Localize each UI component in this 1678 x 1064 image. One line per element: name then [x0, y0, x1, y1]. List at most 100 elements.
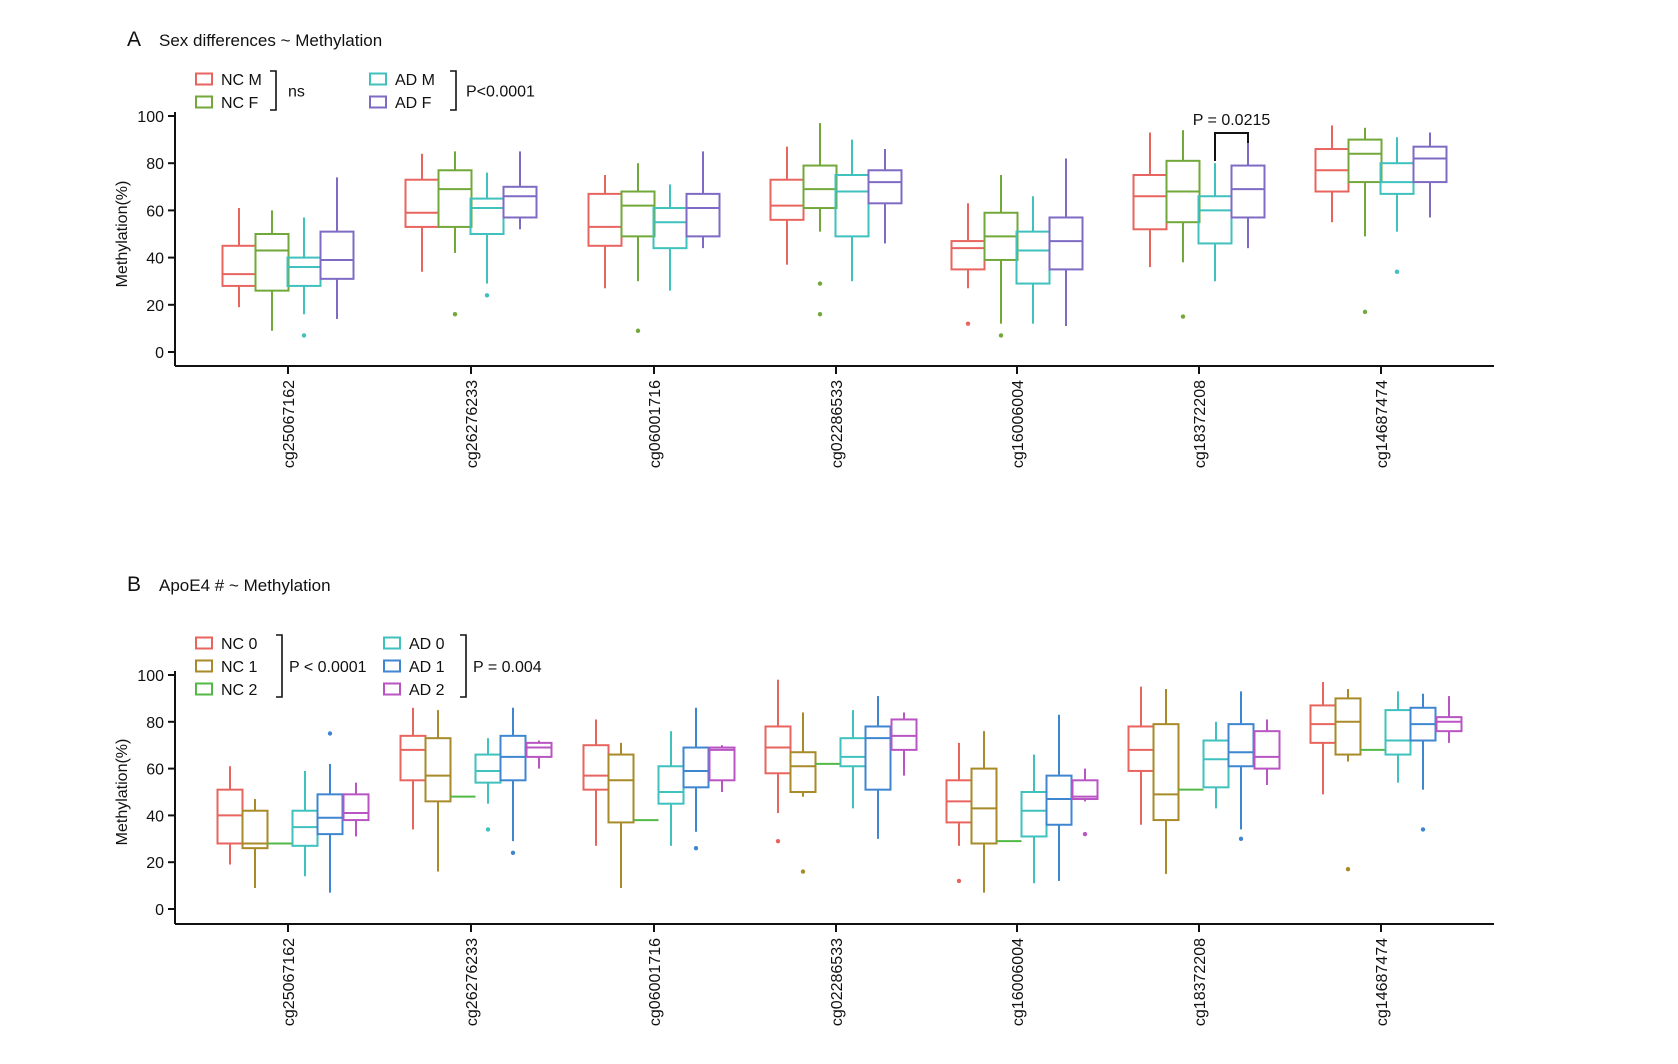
- box-nc-0-cg02286533: [764, 679, 792, 844]
- legend-label: NC M: [221, 72, 262, 89]
- box-ad-2-cg16006004: [1071, 768, 1099, 837]
- box-body: [1384, 709, 1412, 756]
- box-body: [1379, 162, 1415, 195]
- legend-label: AD 1: [409, 659, 445, 676]
- significance-label: P = 0.0215: [1193, 112, 1271, 129]
- box-nc-1-cg26276233: [424, 710, 452, 872]
- box-body: [607, 753, 635, 824]
- box-body: [437, 169, 473, 228]
- box-body: [241, 809, 269, 850]
- box-body: [1227, 723, 1255, 768]
- box-body: [474, 753, 502, 784]
- box-nc-1-cg02286533: [789, 712, 817, 874]
- y-axis-label: Methylation(%): [114, 739, 131, 846]
- outlier-point: [327, 731, 333, 736]
- box-ad-f-cg06001716: [685, 151, 721, 249]
- y-tick-label: 20: [146, 298, 164, 315]
- x-tick-label: cg14687474: [1374, 380, 1391, 468]
- legend-stat-label: P = 0.004: [473, 659, 542, 676]
- box-body: [864, 725, 892, 791]
- legend-swatch: [195, 72, 213, 86]
- box-body: [682, 746, 710, 789]
- x-tick-label: cg18372208: [1192, 938, 1209, 1026]
- box-nc-m-cg02286533: [769, 146, 805, 265]
- box-body: [216, 788, 244, 845]
- y-tick-label: 0: [155, 902, 164, 919]
- box-nc-0-cg18372208: [1127, 686, 1155, 825]
- box-body: [1230, 164, 1266, 219]
- panel-a-title: Sex differences ~ Methylation: [159, 31, 382, 50]
- panel-a-letter: A: [127, 28, 141, 51]
- outlier-point: [484, 293, 490, 298]
- box-body: [802, 164, 838, 210]
- box-ad-1-cg02286533: [864, 696, 892, 839]
- box-ad-m-cg02286533: [834, 139, 870, 282]
- y-tick-label: 80: [146, 715, 164, 732]
- outlier-point: [1394, 269, 1400, 274]
- y-axis-label: Methylation(%): [114, 181, 131, 288]
- panel-a-chart: 0 20 40 60 80 100 Methylation(%) cg25067162 cg26…: [114, 70, 1494, 468]
- y-tick-label: 20: [146, 855, 164, 872]
- significance-bracket: [1214, 132, 1249, 161]
- box-body: [620, 190, 656, 238]
- box-body: [657, 765, 685, 805]
- box-nc-m-cg14687474: [1314, 125, 1350, 223]
- box-ad-1-cg18372208: [1227, 691, 1255, 841]
- y-tick-label: 40: [146, 251, 164, 268]
- box-body: [319, 230, 355, 280]
- legend-swatch: [369, 95, 387, 109]
- x-tick-label: cg18372208: [1192, 380, 1209, 468]
- legend-label: AD 0: [409, 636, 445, 653]
- outlier-point: [452, 312, 458, 317]
- box-ad-1-cg06001716: [682, 707, 710, 851]
- box-body: [1347, 138, 1383, 184]
- outlier-point: [1180, 314, 1186, 319]
- x-tick-label: cg06001716: [647, 380, 664, 468]
- y-tick-label: 80: [146, 156, 164, 173]
- outlier-point: [817, 312, 823, 317]
- box-ad-f-cg18372208: [1230, 134, 1266, 249]
- box-ad-f-cg02286533: [867, 149, 903, 244]
- box-body: [1015, 230, 1051, 285]
- legend-label: AD F: [395, 95, 432, 112]
- outlier-point: [956, 878, 962, 884]
- box-nc-0-cg14687474: [1309, 682, 1337, 795]
- outlier-point: [1420, 827, 1426, 832]
- legend-bracket: [450, 70, 457, 111]
- box-ad-m-cg18372208: [1197, 163, 1233, 282]
- box-ad-f-cg25067162: [319, 177, 355, 319]
- box-body: [1202, 739, 1230, 789]
- outlier-point: [965, 321, 971, 326]
- legend-swatch: [383, 636, 401, 650]
- box-ad-1-cg16006004: [1045, 714, 1073, 881]
- box-ad-m-cg26276233: [469, 172, 505, 298]
- box-body: [582, 744, 610, 791]
- box-nc-m-cg06001716: [587, 175, 623, 289]
- box-ad-m-cg06001716: [652, 184, 688, 291]
- outlier-point: [800, 869, 806, 874]
- x-tick-label: cg26276233: [464, 938, 481, 1026]
- box-body: [950, 240, 986, 271]
- panel-b-title: ApoE4 # ~ Methylation: [159, 576, 331, 595]
- box-nc-m-cg25067162: [221, 208, 257, 308]
- outlier-point: [693, 845, 699, 851]
- box-body: [1045, 774, 1073, 826]
- legend-swatch: [383, 682, 401, 696]
- box-body: [1197, 195, 1233, 245]
- box-nc-1-cg16006004: [970, 731, 998, 893]
- box-body: [316, 793, 344, 836]
- box-body: [1334, 697, 1362, 756]
- box-nc-f-cg02286533: [802, 123, 838, 317]
- outlier-point: [1345, 867, 1351, 872]
- box-ad-1-cg14687474: [1409, 693, 1437, 832]
- box-body: [764, 725, 792, 775]
- box-body: [769, 178, 805, 221]
- box-ad-0-cg25067162: [291, 770, 319, 877]
- box-body: [1020, 791, 1048, 838]
- box-ad-0-cg16006004: [1020, 754, 1048, 884]
- box-body: [424, 737, 452, 803]
- x-tick-label: cg02286533: [829, 380, 846, 468]
- box-nc-0-cg25067162: [216, 766, 244, 865]
- box-body: [502, 185, 538, 219]
- box-body: [525, 741, 553, 758]
